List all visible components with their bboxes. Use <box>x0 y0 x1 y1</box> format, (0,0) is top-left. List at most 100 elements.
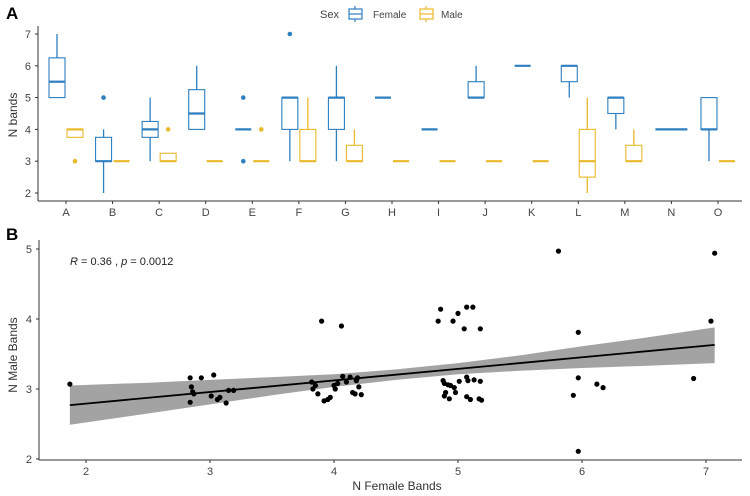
data-point <box>67 381 73 387</box>
data-point <box>343 379 349 385</box>
boxplot-female-B <box>95 95 113 193</box>
box <box>578 128 596 178</box>
boxplot-female-J <box>467 65 485 99</box>
data-point <box>471 377 477 383</box>
box <box>66 128 84 138</box>
x-tick-label: B <box>109 207 116 219</box>
r-symbol: R <box>70 256 78 268</box>
panel-a-label: A <box>6 4 18 23</box>
box <box>467 81 485 99</box>
data-point <box>340 373 346 379</box>
data-point <box>191 391 197 397</box>
data-point <box>575 375 581 381</box>
box <box>281 97 299 130</box>
boxplot-female-D <box>188 65 206 130</box>
boxplot-male-C <box>159 127 177 163</box>
data-point <box>211 372 217 378</box>
p-value: = 0.0012 <box>127 256 173 268</box>
x-tick-label: 5 <box>455 466 461 478</box>
data-point <box>470 304 476 310</box>
x-tick-label: 7 <box>703 466 709 478</box>
data-point <box>446 396 452 402</box>
data-point <box>327 394 333 400</box>
x-tick-label: 3 <box>207 466 213 478</box>
y-axis-label: N bands <box>6 93 20 138</box>
data-point <box>570 392 576 398</box>
box <box>299 128 317 162</box>
data-point <box>188 384 194 390</box>
data-point <box>230 387 237 393</box>
data-point <box>555 248 562 254</box>
x-axis-label: N Female Bands <box>352 479 441 493</box>
box <box>188 89 206 130</box>
data-point <box>352 391 358 397</box>
boxplot-female-C <box>141 97 159 162</box>
data-point <box>332 386 338 392</box>
data-point <box>223 400 229 406</box>
data-point <box>338 323 345 329</box>
x-tick-label: J <box>482 207 488 219</box>
boxplot-male-A <box>66 128 84 164</box>
regression-line <box>69 344 715 406</box>
outlier-point <box>165 127 171 132</box>
data-point <box>217 394 223 400</box>
box <box>345 144 363 162</box>
y-tick-label: 2 <box>26 454 32 466</box>
data-point <box>455 310 461 316</box>
data-point <box>575 448 581 454</box>
box <box>607 97 625 115</box>
y-tick-label: 3 <box>25 156 31 168</box>
legend-female-label: Female <box>373 10 407 21</box>
data-point <box>309 379 315 385</box>
box <box>48 57 66 99</box>
data-point <box>335 380 341 386</box>
box <box>159 152 177 162</box>
x-tick-label: K <box>528 207 536 219</box>
x-tick-label: E <box>249 207 256 219</box>
legend-male-icon <box>419 6 434 22</box>
data-point <box>226 387 232 393</box>
y-tick-label: 7 <box>25 29 31 41</box>
y-tick-label: 4 <box>25 124 31 136</box>
boxplot-female-M <box>607 96 625 130</box>
box <box>560 65 578 83</box>
p-symbol: p <box>120 256 127 268</box>
data-point <box>187 399 193 405</box>
scatter-panel: N Male Bands N Female Bands R = 0.36 , p… <box>6 240 742 493</box>
data-point <box>198 375 204 381</box>
data-point <box>594 381 600 387</box>
x-tick-label: 6 <box>579 466 585 478</box>
outlier-point <box>101 95 106 100</box>
data-point <box>319 318 325 324</box>
x-tick-label: M <box>620 207 629 219</box>
legend-female-icon <box>348 6 363 22</box>
data-point <box>452 389 459 396</box>
box <box>327 97 345 130</box>
outlier-point <box>240 95 246 100</box>
panel-b-label: B <box>6 225 18 244</box>
boxplot-male-E <box>253 127 270 163</box>
data-point <box>450 318 456 324</box>
data-point <box>456 378 462 384</box>
data-point <box>478 397 485 403</box>
outlier-point <box>240 158 246 164</box>
y-tick-label: 6 <box>25 61 31 73</box>
x-tick-label: G <box>341 207 350 219</box>
boxplot-male-L <box>578 97 596 193</box>
confidence-band <box>69 327 715 425</box>
box <box>700 97 718 130</box>
boxplot-male-F <box>299 97 317 163</box>
x-tick-label: F <box>295 207 302 219</box>
data-point <box>691 375 697 382</box>
data-point <box>600 385 606 391</box>
data-point <box>708 318 714 324</box>
x-tick-label: C <box>155 207 163 219</box>
data-point <box>477 378 483 384</box>
boxplot-female-A <box>48 34 66 99</box>
data-point <box>358 392 364 398</box>
data-point <box>438 306 444 312</box>
boxplot-female-G <box>327 65 345 162</box>
boxplot-female-O <box>700 97 718 162</box>
x-tick-label: D <box>202 207 210 219</box>
